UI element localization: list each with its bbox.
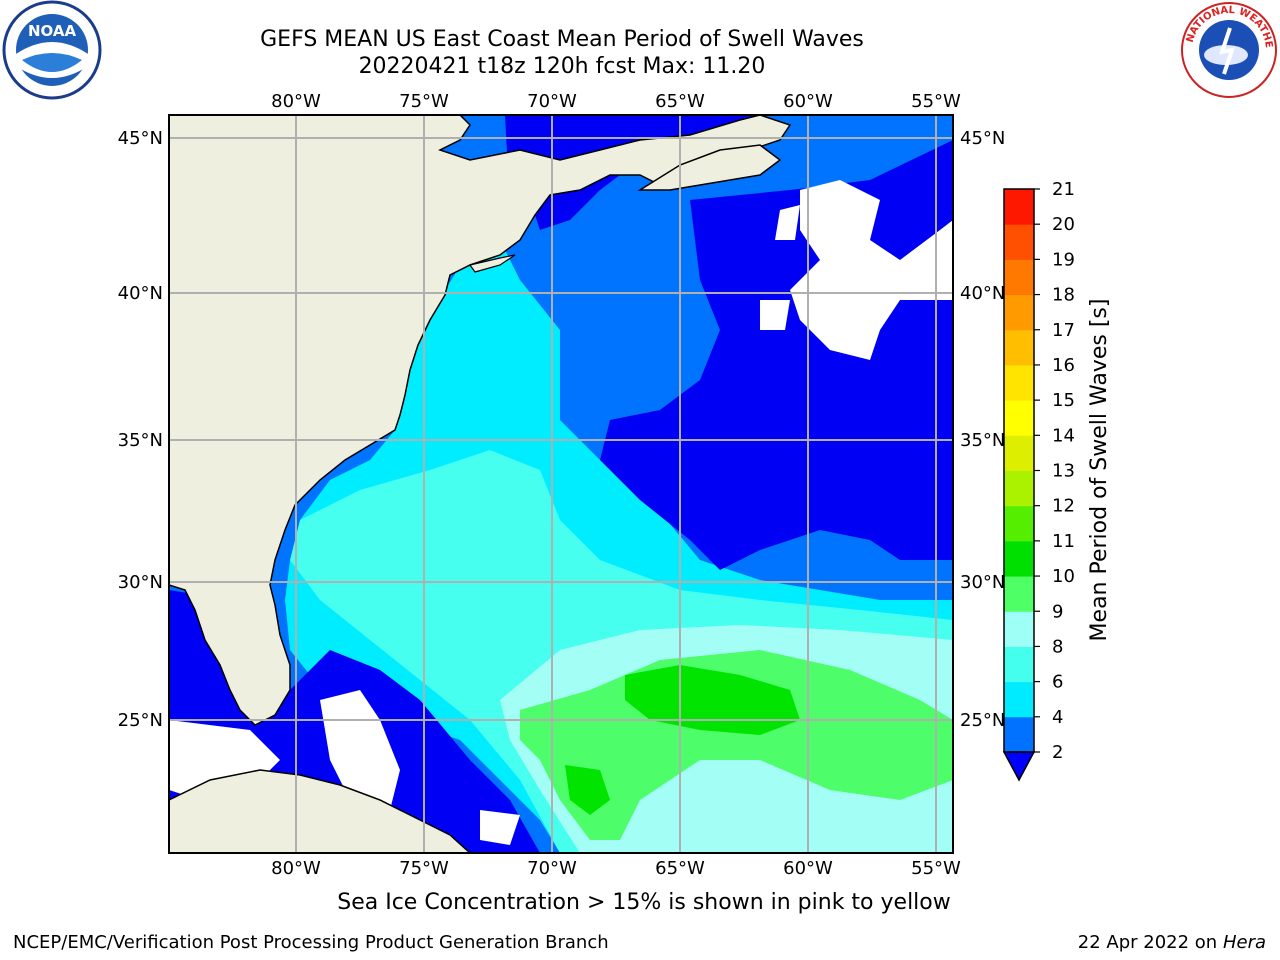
colorbar-tick-label: 18 xyxy=(1052,285,1075,306)
footer-date-text: 22 Apr 2022 on xyxy=(1077,932,1218,953)
land-north-america xyxy=(169,115,792,726)
sea-ice-caption: Sea Ice Concentration > 15% is shown in … xyxy=(337,890,951,915)
colorbar-tick-label: 13 xyxy=(1052,461,1075,482)
lat-label: 40°N xyxy=(960,283,1005,304)
colorbar-segment xyxy=(1004,646,1034,683)
land-cuba xyxy=(169,769,472,853)
colorbar-segment xyxy=(1004,400,1034,436)
colorbar-segment xyxy=(1004,681,1034,718)
lat-labels-right: 45°N 40°N 35°N 30°N 25°N xyxy=(960,128,1005,731)
lon-label: 75°W xyxy=(399,91,449,112)
colorbar-tick-label: 2 xyxy=(1052,742,1063,763)
colorbar-tick-label: 21 xyxy=(1052,179,1075,200)
land-long-island xyxy=(468,254,516,273)
colorbar-segment xyxy=(1004,329,1034,366)
lat-label: 30°N xyxy=(960,572,1005,593)
lon-labels-top: 80°W 75°W 70°W 65°W 60°W 55°W xyxy=(271,91,961,112)
lon-label: 55°W xyxy=(911,858,961,879)
chart-subtitle: 20220421 t18z 120h fcst Max: 11.20 xyxy=(358,54,766,79)
footer-credit: NCEP/EMC/Verification Post Processing Pr… xyxy=(13,932,609,953)
colorbar-segment xyxy=(1004,224,1034,260)
no-data-patch xyxy=(480,810,520,845)
colorbar-label: Mean Period of Swell Waves [s] xyxy=(1087,299,1112,642)
land-nova-scotia xyxy=(637,144,782,191)
colorbar-tick-label: 4 xyxy=(1052,707,1063,728)
lat-label: 40°N xyxy=(118,283,163,304)
lat-label: 30°N xyxy=(118,572,163,593)
map-area xyxy=(169,115,953,853)
lat-label: 35°N xyxy=(960,430,1005,451)
colorbar-segment xyxy=(1004,576,1034,612)
colorbar-tick-label: 15 xyxy=(1052,390,1075,411)
colorbar-under-arrow xyxy=(1002,751,1036,782)
lon-label: 55°W xyxy=(911,91,961,112)
lat-label: 25°N xyxy=(960,710,1005,731)
lon-label: 70°W xyxy=(527,91,577,112)
colorbar-tick-label: 17 xyxy=(1052,320,1075,341)
colorbar-segment xyxy=(1004,435,1034,471)
colorbar-segment xyxy=(1004,294,1034,331)
lon-label: 80°W xyxy=(271,91,321,112)
lon-label: 80°W xyxy=(271,858,321,879)
noaa-logo: NOAA xyxy=(0,0,104,100)
colorbar-tick-label: 14 xyxy=(1052,425,1075,446)
colorbar-tick-label: 20 xyxy=(1052,214,1075,235)
lon-label: 75°W xyxy=(399,858,449,879)
chart-title: GEFS MEAN US East Coast Mean Period of S… xyxy=(260,27,864,52)
footer-host: Hera xyxy=(1222,932,1266,953)
no-data-patch xyxy=(775,205,800,240)
colorbar-tick-label: 9 xyxy=(1052,601,1063,622)
colorbar-segment xyxy=(1004,716,1034,753)
ocean-swell-11-12 xyxy=(625,665,800,735)
graticule xyxy=(169,115,953,853)
lat-label: 35°N xyxy=(118,430,163,451)
colorbar-tick-label: 10 xyxy=(1052,566,1075,587)
colorbar-segment xyxy=(1004,540,1034,577)
footer-date: 22 Apr 2022 on Hera xyxy=(1078,932,1266,953)
colorbar-tick-label: 19 xyxy=(1052,249,1075,270)
ocean-swell-11-12 xyxy=(565,765,610,815)
lat-label: 25°N xyxy=(118,710,163,731)
no-data-patch xyxy=(760,300,790,330)
lon-label: 60°W xyxy=(783,91,833,112)
colorbar-segment xyxy=(1004,189,1034,225)
colorbar-tick-label: 12 xyxy=(1052,496,1075,517)
colorbar-tick-label: 16 xyxy=(1052,355,1075,376)
lon-label: 60°W xyxy=(783,858,833,879)
national-weather-service-logo: NATIONAL WEATHER SERVICE xyxy=(1174,0,1280,100)
colorbar-segment xyxy=(1004,611,1034,647)
map-frame xyxy=(168,114,954,854)
colorbar-tick-label: 8 xyxy=(1052,636,1063,657)
lon-label: 65°W xyxy=(655,858,705,879)
colorbar: 2 4 6 8 9 10 11 12 13 14 15 16 17 18 19 20 21 xyxy=(1002,179,1075,782)
colorbar-segment xyxy=(1004,470,1034,507)
noaa-logo-text: NOAA xyxy=(28,22,77,40)
lat-labels-left: 45°N 40°N 35°N 30°N 25°N xyxy=(118,128,163,731)
colorbar-segment xyxy=(1004,259,1034,296)
colorbar-segment xyxy=(1004,364,1034,401)
colorbar-tick-label: 11 xyxy=(1052,531,1075,552)
no-data-patch xyxy=(790,180,953,360)
lat-label: 45°N xyxy=(118,128,163,149)
colorbar-segment xyxy=(1004,505,1034,542)
lon-label: 70°W xyxy=(527,858,577,879)
lon-labels-bottom: 80°W 75°W 70°W 65°W 60°W 55°W xyxy=(271,858,961,879)
lat-label: 45°N xyxy=(960,128,1005,149)
lon-label: 65°W xyxy=(655,91,705,112)
colorbar-tick-label: 6 xyxy=(1052,672,1063,693)
